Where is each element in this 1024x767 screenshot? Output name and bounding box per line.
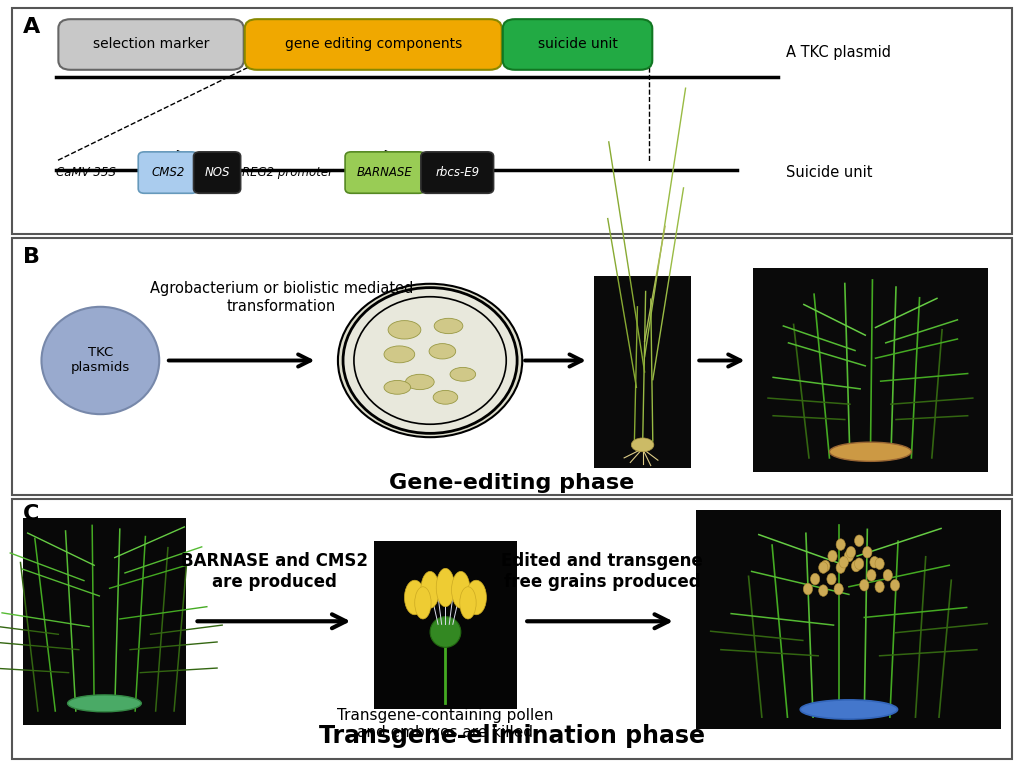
Ellipse shape (829, 442, 911, 461)
Ellipse shape (404, 580, 425, 615)
Ellipse shape (338, 284, 522, 437)
FancyBboxPatch shape (421, 152, 494, 193)
Ellipse shape (384, 380, 411, 394)
Text: REG2 promoter: REG2 promoter (242, 166, 333, 179)
Ellipse shape (819, 561, 827, 574)
Bar (696, 510, 1001, 729)
FancyBboxPatch shape (345, 152, 425, 193)
Bar (594, 276, 691, 468)
Text: Transgene-elimination phase: Transgene-elimination phase (319, 724, 705, 748)
Ellipse shape (835, 584, 844, 595)
Ellipse shape (867, 569, 877, 581)
Ellipse shape (434, 318, 463, 334)
Bar (12, 238, 1012, 495)
Ellipse shape (855, 558, 864, 570)
Text: NOS: NOS (205, 166, 229, 179)
Ellipse shape (460, 587, 476, 619)
Ellipse shape (421, 571, 439, 608)
Ellipse shape (429, 344, 456, 359)
Ellipse shape (819, 585, 827, 597)
Bar (23, 518, 186, 725)
Ellipse shape (844, 551, 854, 562)
Text: C: C (23, 504, 39, 524)
Ellipse shape (801, 700, 897, 719)
Text: Agrobacterium or biolistic mediated
transformation: Agrobacterium or biolistic mediated tran… (150, 281, 414, 314)
Ellipse shape (863, 547, 872, 558)
FancyBboxPatch shape (245, 19, 502, 70)
FancyBboxPatch shape (194, 152, 241, 193)
Ellipse shape (876, 581, 885, 593)
Text: TKC
plasmids: TKC plasmids (71, 347, 130, 374)
Ellipse shape (466, 580, 486, 615)
Text: A TKC plasmid: A TKC plasmid (786, 44, 892, 60)
Bar (374, 541, 517, 709)
Text: selection marker: selection marker (93, 38, 209, 51)
FancyBboxPatch shape (503, 19, 652, 70)
FancyBboxPatch shape (58, 19, 244, 70)
Bar (12, 8, 1012, 234)
Text: BARNASE: BARNASE (357, 166, 413, 179)
Ellipse shape (836, 539, 846, 551)
Ellipse shape (452, 571, 470, 608)
Ellipse shape (430, 617, 461, 647)
FancyBboxPatch shape (138, 152, 198, 193)
Ellipse shape (811, 574, 819, 585)
Ellipse shape (860, 580, 868, 591)
Ellipse shape (343, 288, 517, 433)
Ellipse shape (384, 346, 415, 363)
Ellipse shape (884, 569, 893, 581)
Ellipse shape (41, 307, 160, 414)
Ellipse shape (827, 551, 838, 562)
Ellipse shape (827, 574, 836, 585)
Ellipse shape (354, 297, 506, 424)
Ellipse shape (803, 584, 813, 595)
Text: Gene-editing phase: Gene-editing phase (389, 473, 635, 493)
Text: Suicide unit: Suicide unit (786, 165, 872, 180)
Bar (753, 268, 988, 472)
Text: Transgene-containing pollen
and embryos are killed: Transgene-containing pollen and embryos … (337, 708, 554, 740)
Ellipse shape (847, 547, 856, 558)
Ellipse shape (406, 374, 434, 390)
Ellipse shape (68, 695, 141, 712)
Ellipse shape (450, 367, 475, 381)
Ellipse shape (840, 557, 848, 568)
Text: B: B (23, 247, 40, 267)
Text: suicide unit: suicide unit (538, 38, 617, 51)
Text: rbcs-E9: rbcs-E9 (435, 166, 479, 179)
Text: CMS2: CMS2 (152, 166, 184, 179)
Ellipse shape (876, 558, 885, 569)
Ellipse shape (821, 561, 829, 572)
Ellipse shape (388, 321, 421, 339)
Ellipse shape (631, 438, 653, 452)
Ellipse shape (855, 535, 864, 547)
Ellipse shape (891, 580, 900, 591)
Ellipse shape (852, 561, 860, 572)
Text: A: A (23, 17, 40, 37)
Text: BARNASE and CMS2
are produced: BARNASE and CMS2 are produced (181, 552, 368, 591)
Ellipse shape (415, 587, 431, 619)
Text: Edited and transgene
free grains produced: Edited and transgene free grains produce… (501, 552, 703, 591)
Ellipse shape (433, 390, 458, 404)
Bar (12, 499, 1012, 759)
Ellipse shape (870, 557, 879, 568)
Ellipse shape (836, 562, 846, 574)
Ellipse shape (436, 568, 455, 607)
Text: CaMV 35S: CaMV 35S (56, 166, 116, 179)
Text: gene editing components: gene editing components (285, 38, 462, 51)
